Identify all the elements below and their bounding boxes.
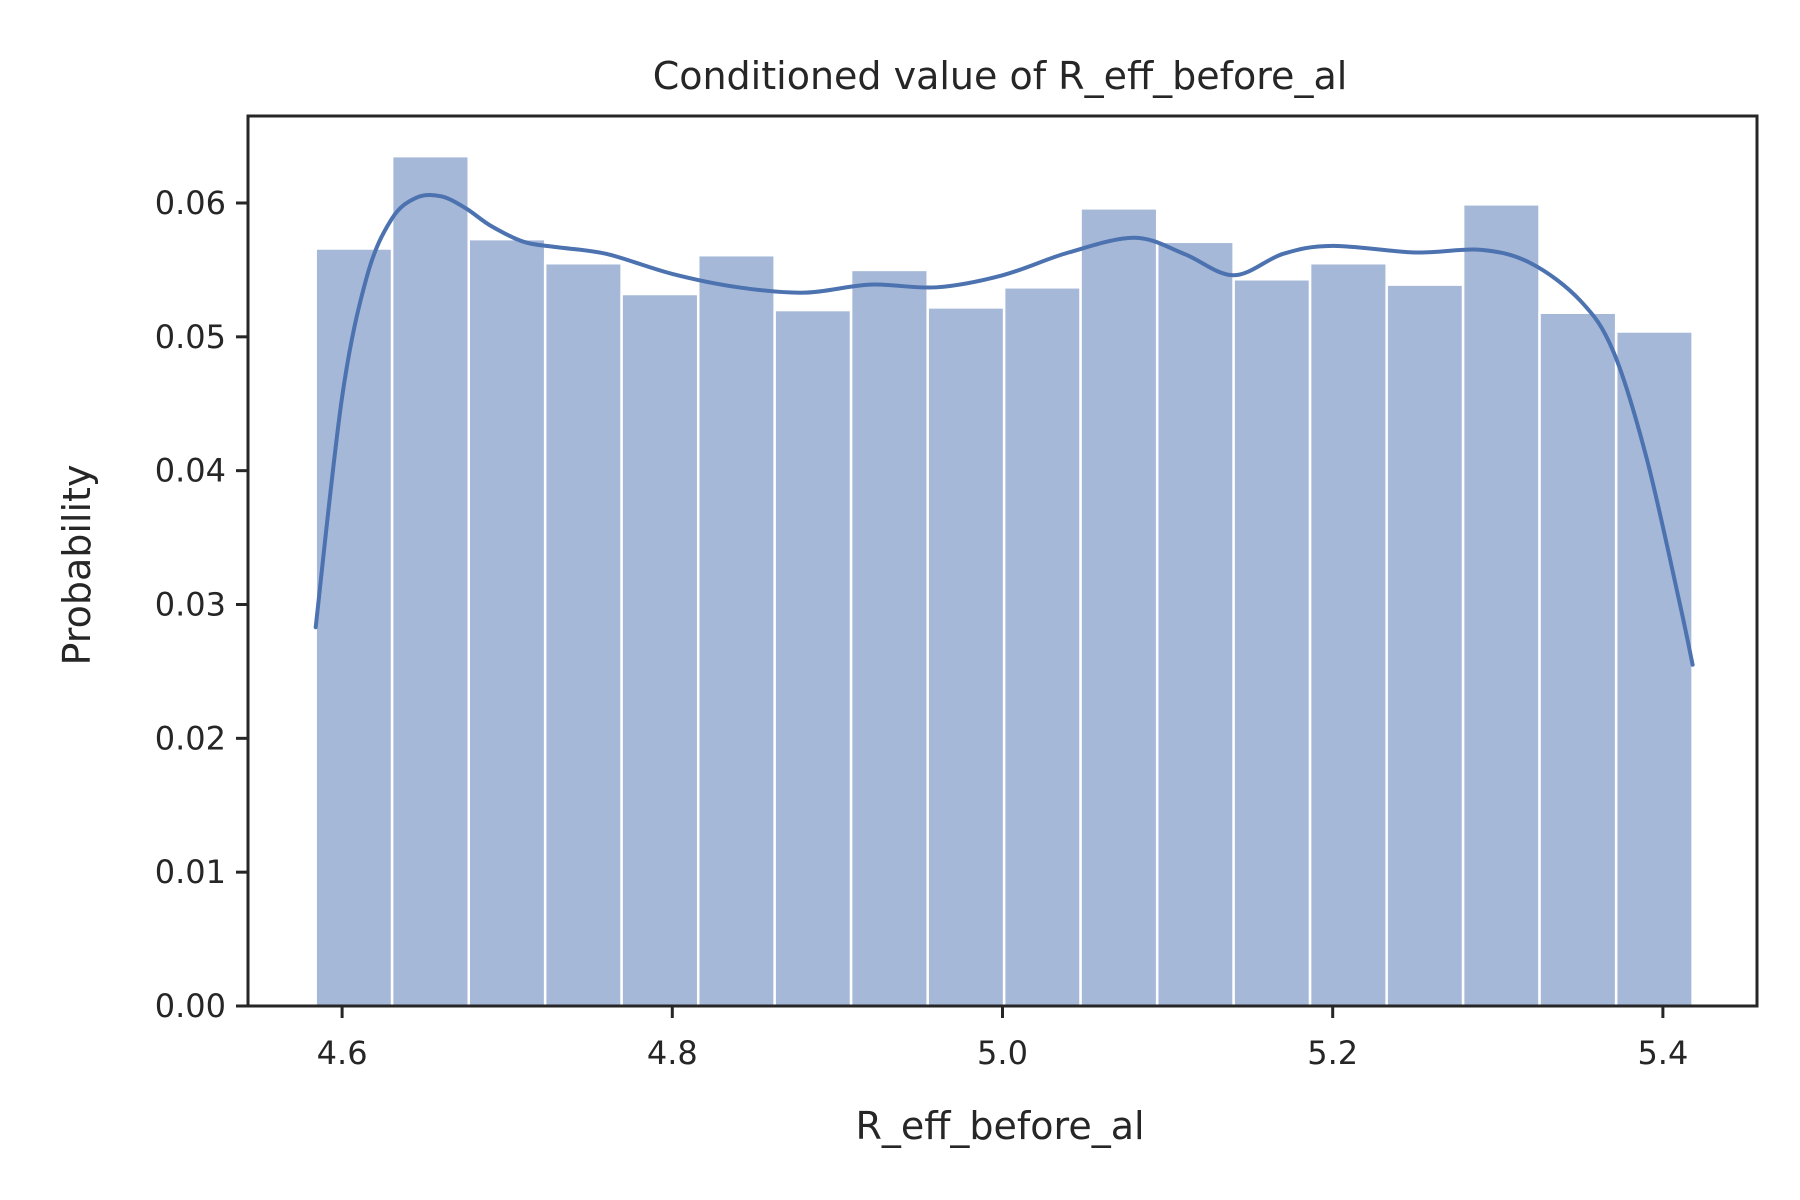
y-tick-label: 0.04 bbox=[155, 452, 226, 490]
x-tick-label: 5.4 bbox=[1637, 1034, 1688, 1072]
y-tick-label: 0.01 bbox=[155, 853, 226, 891]
x-axis: 4.6 4.8 5.0 5.2 5.4 bbox=[317, 1006, 1688, 1072]
y-tick-label: 0.05 bbox=[155, 318, 226, 356]
x-axis-label: R_eff_before_al bbox=[855, 1104, 1144, 1148]
histogram-bar bbox=[543, 261, 623, 1008]
histogram-bar bbox=[1461, 203, 1541, 1008]
histogram-bar bbox=[1385, 283, 1465, 1008]
y-axis: 0.00 0.01 0.02 0.03 0.04 0.05 0.06 bbox=[155, 184, 248, 1025]
histogram-bar bbox=[1538, 311, 1618, 1008]
histogram-bar bbox=[696, 253, 776, 1008]
histogram-bar bbox=[620, 292, 700, 1008]
x-tick-label: 5.2 bbox=[1307, 1034, 1358, 1072]
x-tick-label: 4.8 bbox=[647, 1034, 698, 1072]
histogram-bar bbox=[1308, 261, 1388, 1008]
histogram-bar bbox=[1155, 240, 1235, 1008]
histogram-bar bbox=[1232, 278, 1312, 1008]
histogram-bar bbox=[1079, 207, 1159, 1008]
y-tick-label: 0.06 bbox=[155, 184, 226, 222]
histogram-bar bbox=[1002, 286, 1082, 1008]
histogram-bar bbox=[390, 154, 470, 1008]
y-tick-label: 0.03 bbox=[155, 585, 226, 623]
histogram-bar bbox=[467, 237, 547, 1008]
kde-line bbox=[313, 192, 1695, 667]
x-tick-label: 5.0 bbox=[977, 1034, 1028, 1072]
y-tick-label: 0.02 bbox=[155, 719, 226, 757]
y-tick-label: 0.00 bbox=[155, 987, 226, 1025]
histogram-bar bbox=[849, 268, 929, 1008]
kde-layer bbox=[313, 192, 1695, 667]
histogram-bar bbox=[1614, 330, 1694, 1008]
histogram-bar bbox=[773, 308, 853, 1008]
histogram-bar bbox=[314, 247, 394, 1008]
y-axis-label: Probability bbox=[55, 465, 99, 666]
bars-layer bbox=[314, 154, 1694, 1008]
histogram-bar bbox=[926, 306, 1006, 1008]
x-tick-label: 4.6 bbox=[317, 1034, 368, 1072]
chart-title: Conditioned value of R_eff_before_al bbox=[653, 54, 1348, 98]
